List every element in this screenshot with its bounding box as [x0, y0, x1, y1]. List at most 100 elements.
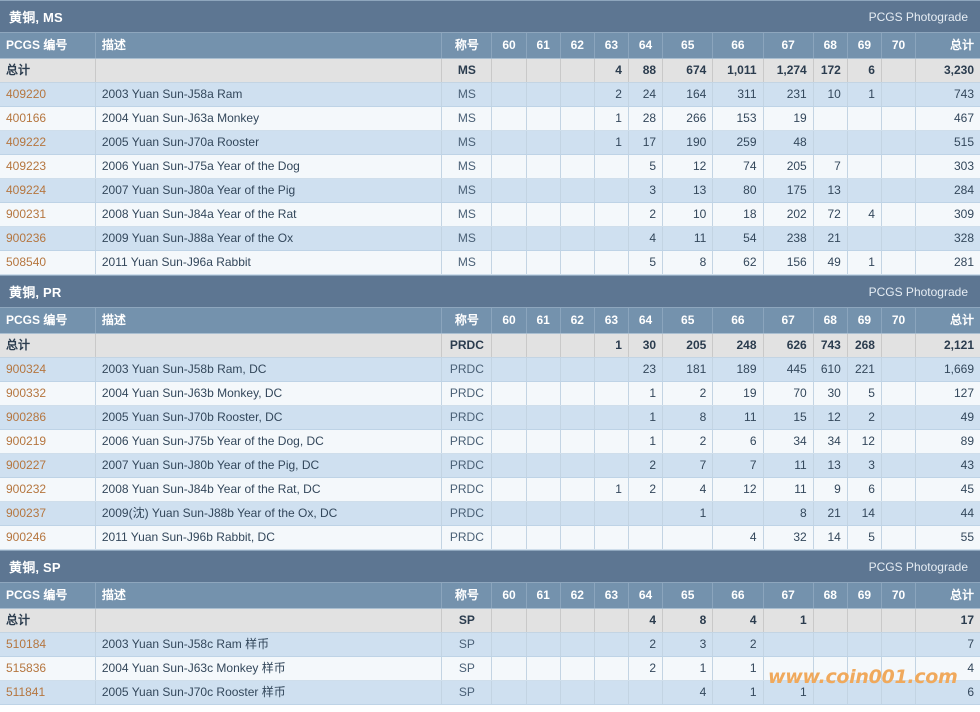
row-pcgs-number[interactable]: 409220 — [0, 82, 96, 107]
column-header-description[interactable]: 描述 — [95, 583, 443, 609]
row-pcgs-number[interactable]: 409222 — [0, 130, 96, 155]
column-header-grade-67[interactable]: 67 — [763, 583, 814, 609]
column-header-grade-62[interactable]: 62 — [560, 33, 595, 59]
column-header-grade-68[interactable]: 68 — [813, 308, 848, 334]
column-header-grade-60[interactable]: 60 — [491, 33, 527, 59]
column-header-grade-60[interactable]: 60 — [491, 308, 527, 334]
column-header-grade-61[interactable]: 61 — [526, 33, 561, 59]
row-grade-68 — [813, 632, 848, 657]
column-header-grade-62[interactable]: 62 — [560, 308, 595, 334]
row-pcgs-number[interactable]: 511841 — [0, 680, 96, 705]
column-header-grade-68[interactable]: 68 — [813, 33, 848, 59]
column-header-grade-63[interactable]: 63 — [594, 308, 629, 334]
table-row[interactable]: 900237 2009(沈) Yuan Sun-J88b Year of the … — [0, 501, 980, 526]
row-pcgs-number[interactable]: 900219 — [0, 429, 96, 454]
row-grade-63 — [594, 632, 629, 657]
row-pcgs-number[interactable]: 510184 — [0, 632, 96, 657]
column-header-description[interactable]: 描述 — [95, 33, 443, 59]
table-row[interactable]: 409220 2003 Yuan Sun-J58a Ram MS 2 24 164 311 2… — [0, 82, 980, 107]
column-header-grade-65[interactable]: 65 — [662, 583, 714, 609]
row-total: 1,669 — [915, 357, 980, 382]
table-row[interactable]: 900227 2007 Yuan Sun-J80b Year of the Pig… — [0, 453, 980, 478]
column-header-pcgs-number[interactable]: PCGS 编号 — [0, 33, 96, 59]
column-header-grade-61[interactable]: 61 — [526, 308, 561, 334]
column-header-grade-70[interactable]: 70 — [881, 308, 917, 334]
row-pcgs-number[interactable]: 900246 — [0, 525, 96, 550]
row-pcgs-number[interactable]: 900286 — [0, 405, 96, 430]
column-header-grade-65[interactable]: 65 — [662, 308, 714, 334]
column-header-grade-69[interactable]: 69 — [847, 33, 882, 59]
row-pcgs-number[interactable]: 900237 — [0, 501, 96, 526]
column-header-total[interactable]: 总计 — [915, 308, 980, 334]
column-header-total[interactable]: 总计 — [915, 583, 980, 609]
column-header-grade-70[interactable]: 70 — [881, 583, 917, 609]
column-header-grade-64[interactable]: 64 — [628, 583, 664, 609]
column-header-grade-66[interactable]: 66 — [712, 308, 764, 334]
row-pcgs-number[interactable]: 900332 — [0, 381, 96, 406]
column-header-grade-69[interactable]: 69 — [847, 583, 882, 609]
table-row[interactable]: 515836 2004 Yuan Sun-J63c Monkey 样币 SP 2 1 1 4 — [0, 656, 980, 681]
table-row[interactable]: 900232 2008 Yuan Sun-J84b Year of the Rat… — [0, 477, 980, 502]
row-pcgs-number[interactable]: 508540 — [0, 250, 96, 275]
column-header-grade-63[interactable]: 63 — [594, 583, 629, 609]
row-pcgs-number[interactable]: 409223 — [0, 154, 96, 179]
table-row[interactable]: 511841 2005 Yuan Sun-J70c Rooster 样币 SP 4 1 1… — [0, 680, 980, 705]
table-row[interactable]: 900236 2009 Yuan Sun-J88a Year of the Ox M… — [0, 226, 980, 251]
column-header-grade-68[interactable]: 68 — [813, 583, 848, 609]
photograde-label[interactable]: PCGS Photograde — [868, 9, 968, 24]
column-header-grade-61[interactable]: 61 — [526, 583, 561, 609]
table-row[interactable]: 508540 2011 Yuan Sun-J96a Rabbit MS 5 8 62 156… — [0, 250, 980, 275]
column-header-grade-66[interactable]: 66 — [712, 33, 764, 59]
row-pcgs-number[interactable]: 515836 — [0, 656, 96, 681]
row-grade-62 — [560, 381, 595, 406]
row-pcgs-number[interactable]: 900324 — [0, 357, 96, 382]
column-header-designation[interactable]: 称号 — [441, 583, 493, 609]
column-header-total[interactable]: 总计 — [915, 33, 980, 59]
column-header-grade-60[interactable]: 60 — [491, 583, 527, 609]
row-grade-70 — [881, 250, 917, 275]
table-row[interactable]: 900332 2004 Yuan Sun-J63b Monkey, DC PRDC 1… — [0, 381, 980, 406]
table-row[interactable]: 409224 2007 Yuan Sun-J80a Year of the Pig… — [0, 178, 980, 203]
column-header-grade-64[interactable]: 64 — [628, 33, 664, 59]
row-grade-68: 30 — [813, 381, 848, 406]
column-header-grade-70[interactable]: 70 — [881, 33, 917, 59]
photograde-label[interactable]: PCGS Photograde — [868, 559, 968, 574]
row-pcgs-number[interactable]: 900231 — [0, 202, 96, 227]
row-grade-66 — [712, 501, 764, 526]
column-header-designation[interactable]: 称号 — [441, 308, 493, 334]
column-header-grade-69[interactable]: 69 — [847, 308, 882, 334]
table-row[interactable]: 510184 2003 Yuan Sun-J58c Ram 样币 SP 2 3 2 7 — [0, 632, 980, 657]
total-row-label: 总计 — [0, 608, 96, 633]
row-pcgs-number[interactable]: 400166 — [0, 106, 96, 131]
table-row[interactable]: 409222 2005 Yuan Sun-J70a Rooster MS 1 17 190… — [0, 130, 980, 155]
column-header-grade-67[interactable]: 67 — [763, 308, 814, 334]
row-pcgs-number[interactable]: 900236 — [0, 226, 96, 251]
row-pcgs-number[interactable]: 900232 — [0, 477, 96, 502]
row-grade-64: 17 — [628, 130, 664, 155]
column-header-grade-67[interactable]: 67 — [763, 33, 814, 59]
column-header-grade-64[interactable]: 64 — [628, 308, 664, 334]
column-header-grade-62[interactable]: 62 — [560, 583, 595, 609]
table-row[interactable]: 900219 2006 Yuan Sun-J75b Year of the Dog… — [0, 429, 980, 454]
row-pcgs-number[interactable]: 900227 — [0, 453, 96, 478]
photograde-label[interactable]: PCGS Photograde — [868, 284, 968, 299]
table-row[interactable]: 900286 2005 Yuan Sun-J70b Rooster, DC PRDC… — [0, 405, 980, 430]
table-row[interactable]: 900231 2008 Yuan Sun-J84a Year of the Rat… — [0, 202, 980, 227]
column-header-pcgs-number[interactable]: PCGS 编号 — [0, 308, 96, 334]
table-row[interactable]: 409223 2006 Yuan Sun-J75a Year of the Dog… — [0, 154, 980, 179]
column-header-grade-66[interactable]: 66 — [712, 583, 764, 609]
column-header-grade-65[interactable]: 65 — [662, 33, 714, 59]
column-header-grade-63[interactable]: 63 — [594, 33, 629, 59]
column-header-pcgs-number[interactable]: PCGS 编号 — [0, 583, 96, 609]
row-pcgs-number[interactable]: 409224 — [0, 178, 96, 203]
row-grade-63 — [594, 405, 629, 430]
row-total: 89 — [915, 429, 980, 454]
table-row[interactable]: 400166 2004 Yuan Sun-J63a Monkey MS 1 28 266 1… — [0, 106, 980, 131]
table-row[interactable]: 900324 2003 Yuan Sun-J58b Ram, DC PRDC 23 18… — [0, 357, 980, 382]
row-grade-70 — [881, 632, 917, 657]
column-header-description[interactable]: 描述 — [95, 308, 443, 334]
table-row[interactable]: 900246 2011 Yuan Sun-J96b Rabbit, DC PRDC 4… — [0, 525, 980, 550]
row-grade-70 — [881, 429, 917, 454]
column-header-designation[interactable]: 称号 — [441, 33, 493, 59]
total-row-grade-70 — [881, 608, 917, 633]
